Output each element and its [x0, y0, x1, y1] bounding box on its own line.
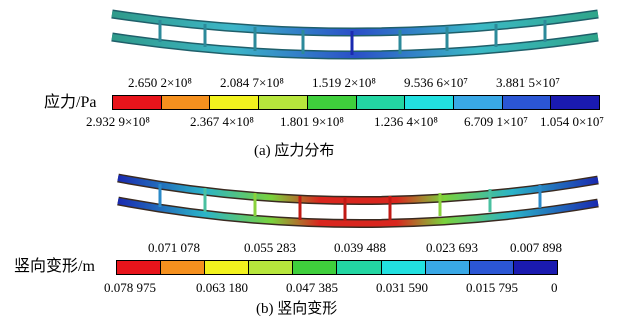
- deformation-scale-segment-2: [161, 261, 206, 274]
- deformation-top-label-4: 0.023 693: [426, 240, 478, 255]
- stress-scale-segment-8: [453, 96, 503, 109]
- deformation-bottom-label-4: 0.031 590: [376, 280, 428, 295]
- deformation-top-label-5: 0.007 898: [510, 240, 562, 255]
- deformation-top-label-3: 0.039 488: [334, 240, 386, 255]
- stress-scale-segment-1: [113, 96, 162, 109]
- stress-beam-verticals: [158, 20, 547, 55]
- stress-scale-segment-6: [356, 96, 406, 109]
- deformation-bottom-label-5: 0.015 795: [466, 280, 518, 295]
- stress-beam-top-chord: [111, 9, 599, 37]
- stress-top-label-3: 1.519 2×10⁸: [312, 75, 376, 90]
- deformation-scale-segment-3: [205, 261, 250, 274]
- stress-top-label-1: 2.650 2×10⁸: [128, 75, 192, 90]
- stress-bottom-label-6: 1.054 0×10⁷: [540, 114, 604, 129]
- stress-top-label-4: 9.536 6×10⁷: [404, 75, 468, 90]
- stress-scale-segment-3: [210, 96, 260, 109]
- stress-top-label-5: 3.881 5×10⁷: [496, 75, 560, 90]
- stress-top-label-2: 2.084 7×10⁸: [220, 75, 284, 90]
- deformation-scale-segment-10: [513, 261, 557, 274]
- stress-bottom-label-4: 1.236 4×10⁸: [374, 114, 438, 129]
- deformation-scale-segment-6: [337, 261, 382, 274]
- deformation-scale-segment-5: [293, 261, 338, 274]
- stress-scale-segment-9: [502, 96, 552, 109]
- deformation-bottom-label-6: 0: [551, 280, 558, 295]
- deformation-bottom-label-1: 0.078 975: [104, 280, 156, 295]
- stress-bottom-label-5: 6.709 1×10⁷: [464, 114, 528, 129]
- stress-scale-title: 应力/Pa: [44, 94, 97, 111]
- stress-scale-segment-5: [307, 96, 357, 109]
- deformation-scale-segment-8: [425, 261, 470, 274]
- stress-scale-segment-4: [259, 96, 308, 109]
- stress-scale-segment-7: [405, 96, 454, 109]
- stress-bottom-label-2: 2.367 4×10⁸: [190, 114, 254, 129]
- deformation-bottom-label-2: 0.063 180: [196, 280, 248, 295]
- deformation-top-label-2: 0.055 283: [244, 240, 296, 255]
- deformation-scale-segment-1: [117, 261, 162, 274]
- deformation-bottom-label-3: 0.047 385: [286, 280, 338, 295]
- stress-bottom-label-1: 2.932 9×10⁸: [86, 114, 150, 129]
- deformation-scale-title: 竖向变形/m: [14, 258, 95, 275]
- deformation-scale-segment-7: [381, 261, 426, 274]
- stress-caption: (a) 应力分布: [254, 143, 335, 159]
- stress-scale-segment-2: [161, 96, 211, 109]
- deformation-beam-verticals: [158, 184, 542, 221]
- deformation-beam-bottom-chord: [117, 196, 599, 229]
- deformation-caption: (b) 竖向变形: [256, 301, 338, 317]
- deformation-color-scale: [116, 260, 558, 275]
- stress-scale-segment-10: [551, 96, 600, 109]
- stress-bottom-label-3: 1.801 9×10⁸: [280, 114, 344, 129]
- deformation-beam-top-chord: [117, 173, 599, 206]
- stress-color-scale: [112, 95, 600, 110]
- stress-beam-bottom-chord: [111, 32, 599, 60]
- deformation-top-label-1: 0.071 078: [148, 240, 200, 255]
- deformation-scale-segment-4: [249, 261, 294, 274]
- deformation-scale-segment-9: [469, 261, 514, 274]
